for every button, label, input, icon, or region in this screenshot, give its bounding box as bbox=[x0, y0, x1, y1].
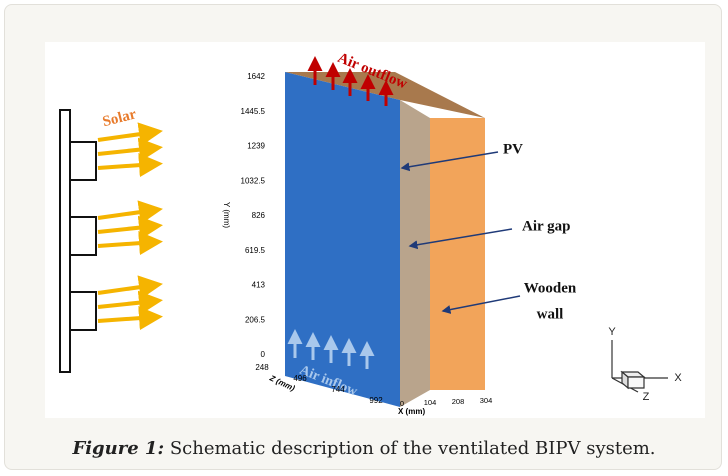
z-tick-label: 496 bbox=[293, 374, 307, 383]
triad-x: X bbox=[674, 372, 682, 384]
triad-y: Y bbox=[608, 326, 616, 338]
y-tick-label: 619.5 bbox=[245, 246, 266, 255]
y-tick-label: 206.5 bbox=[245, 315, 266, 324]
triad-z: Z bbox=[643, 391, 650, 403]
y-tick-label: 1642 bbox=[247, 72, 265, 81]
x-ticks: 0 104 208 304 bbox=[400, 396, 492, 408]
pv-label: PV bbox=[503, 141, 523, 157]
caption-text: Schematic description of the ventilated … bbox=[164, 438, 656, 459]
air-gap-label: Air gap bbox=[522, 218, 570, 234]
axis-triad bbox=[611, 340, 668, 393]
z-ticks: 248 496 744 992 bbox=[255, 363, 383, 405]
x-axis-title: X (mm) bbox=[398, 407, 425, 416]
z-tick-label: 744 bbox=[331, 385, 345, 394]
y-tick-label: 1445.5 bbox=[241, 107, 266, 116]
wooden-wall-label: Wooden bbox=[524, 280, 577, 296]
z-tick-label: 992 bbox=[369, 396, 383, 405]
inflow-arrows bbox=[287, 329, 375, 369]
y-tick-label: 1239 bbox=[247, 142, 265, 151]
caption: Figure 1: Schematic description of the v… bbox=[0, 438, 728, 459]
y-ticks: 1642 1445.5 1239 1032.5 826 619.5 413 206.5 0 bbox=[241, 72, 266, 359]
facade-schematic bbox=[59, 109, 97, 373]
x-tick-label: 0 bbox=[400, 399, 404, 408]
figure: Solar Air outflow Air inflow 16421445.51… bbox=[45, 42, 705, 418]
z-tick-label: 248 bbox=[255, 363, 269, 372]
air-gap-face bbox=[400, 100, 430, 407]
y-axis-title: Y (mm) bbox=[222, 202, 231, 228]
caption-label: Figure 1: bbox=[72, 438, 165, 459]
wooden-wall-label: wall bbox=[537, 306, 564, 322]
wooden-wall-face bbox=[430, 118, 485, 390]
y-tick-label: 0 bbox=[261, 350, 266, 359]
y-tick-label: 826 bbox=[252, 211, 266, 220]
y-tick-label: 1032.5 bbox=[241, 176, 266, 185]
x-tick-label: 304 bbox=[480, 396, 493, 405]
callout-arrows bbox=[400, 151, 521, 314]
x-tick-label: 104 bbox=[424, 398, 437, 407]
x-tick-label: 208 bbox=[452, 397, 465, 406]
y-tick-label: 413 bbox=[252, 281, 266, 290]
outflow-arrows bbox=[307, 56, 394, 106]
solar-arrows bbox=[97, 122, 163, 331]
pv-face bbox=[285, 72, 400, 407]
